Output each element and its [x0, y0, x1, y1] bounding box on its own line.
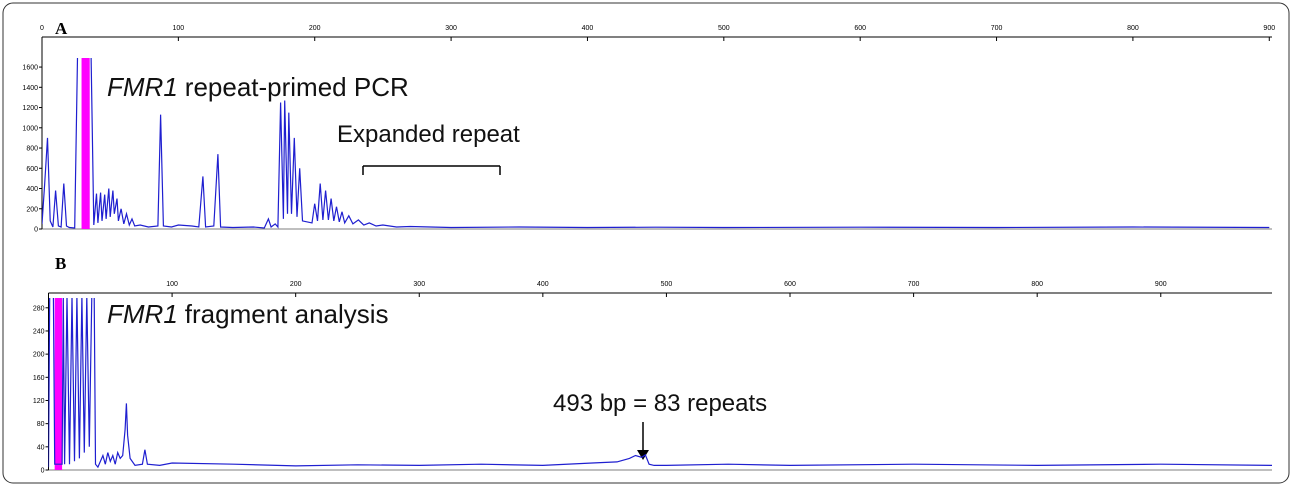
- x-tick-label: 600: [854, 25, 866, 32]
- x-tick-label: 200: [309, 25, 321, 32]
- y-tick-label: 600: [26, 166, 38, 173]
- x-tick-label: 800: [1031, 281, 1043, 288]
- x-tick-label: 500: [661, 281, 673, 288]
- trace: [42, 58, 1270, 229]
- y-tick-label: 200: [26, 206, 38, 213]
- x-tick-label: 100: [173, 25, 185, 32]
- x-tick-label: 0: [40, 25, 44, 32]
- highlight: [54, 298, 63, 470]
- y-tick-label: 200: [33, 352, 45, 359]
- x-tick-label: 400: [537, 281, 549, 288]
- annotation-gene: FMR1: [107, 299, 178, 329]
- x-tick-label: 100: [166, 281, 178, 288]
- annotation-text: repeat-primed PCR: [185, 72, 409, 102]
- highlight: [81, 58, 90, 229]
- y-tick-label: 0: [34, 227, 38, 234]
- y-tick-label: 1400: [22, 85, 38, 92]
- y-tick-label: 120: [33, 398, 45, 405]
- annotation: FMR1 fragment analysis: [107, 299, 389, 329]
- trace: [48, 298, 1272, 469]
- y-tick-label: 800: [26, 146, 38, 153]
- x-tick-label: 900: [1155, 281, 1167, 288]
- x-tick-label: 700: [908, 281, 920, 288]
- x-tick-label: 400: [582, 25, 594, 32]
- y-tick-label: 40: [37, 444, 45, 451]
- x-tick-label: 900: [1263, 25, 1275, 32]
- y-tick-label: 1200: [22, 105, 38, 112]
- callout: Expanded repeat: [337, 121, 520, 148]
- y-tick-label: 1000: [22, 125, 38, 132]
- y-tick-label: 160: [33, 375, 45, 382]
- y-tick-label: 240: [33, 328, 45, 335]
- annotation-gene: FMR1: [107, 72, 178, 102]
- callout: 493 bp = 83 repeats: [553, 390, 767, 417]
- y-tick-label: 1600: [22, 65, 38, 72]
- y-tick-label: 0: [41, 468, 45, 475]
- x-tick-label: 300: [413, 281, 425, 288]
- y-tick-label: 280: [33, 305, 45, 312]
- annotation: FMR1 repeat-primed PCR: [107, 72, 409, 102]
- x-tick-label: 700: [991, 25, 1003, 32]
- annotation-text: fragment analysis: [185, 299, 389, 329]
- panel-label: B: [55, 254, 66, 273]
- y-tick-label: 400: [26, 186, 38, 193]
- arrow-head: [637, 450, 649, 460]
- x-tick-label: 500: [718, 25, 730, 32]
- panel-label: A: [55, 19, 68, 38]
- y-tick-label: 80: [37, 421, 45, 428]
- x-tick-label: 600: [784, 281, 796, 288]
- x-tick-label: 300: [445, 25, 457, 32]
- x-tick-label: 800: [1127, 25, 1139, 32]
- x-tick-label: 200: [290, 281, 302, 288]
